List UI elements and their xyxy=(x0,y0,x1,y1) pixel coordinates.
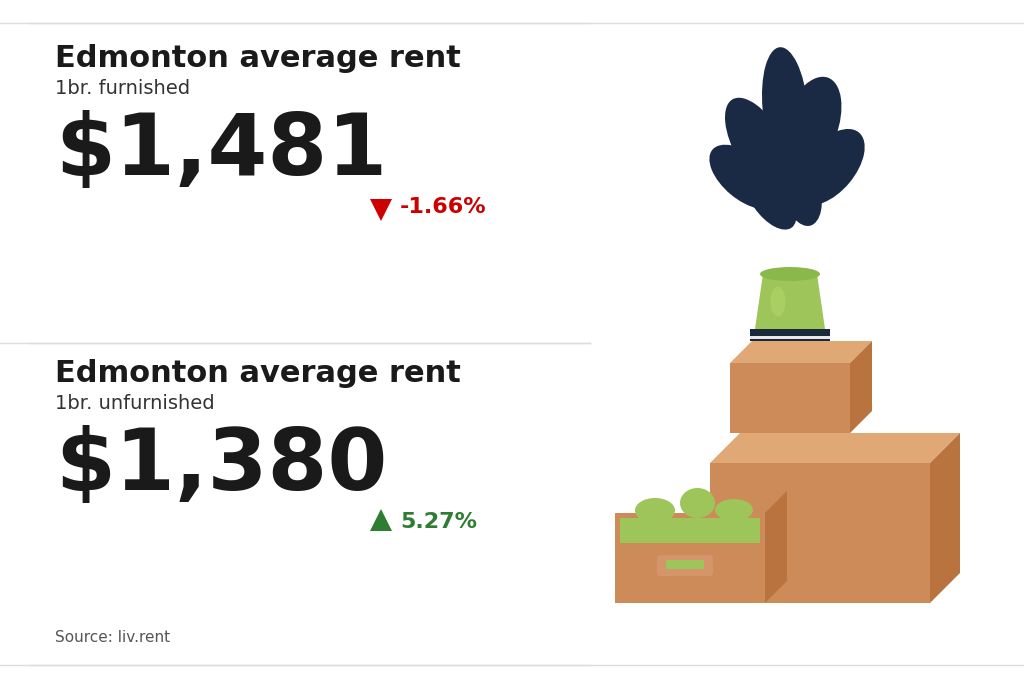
Ellipse shape xyxy=(710,145,780,209)
Ellipse shape xyxy=(770,286,785,316)
Polygon shape xyxy=(370,199,392,221)
FancyBboxPatch shape xyxy=(666,560,705,569)
Ellipse shape xyxy=(796,129,864,205)
Text: Edmonton average rent: Edmonton average rent xyxy=(55,359,461,388)
Text: Source: liv.rent: Source: liv.rent xyxy=(55,630,170,645)
Bar xyxy=(750,329,830,341)
Text: $1,481: $1,481 xyxy=(55,110,387,193)
Ellipse shape xyxy=(743,165,797,229)
Ellipse shape xyxy=(778,148,822,226)
Ellipse shape xyxy=(680,488,715,518)
Text: $1,380: $1,380 xyxy=(55,425,387,508)
Ellipse shape xyxy=(760,267,820,281)
Polygon shape xyxy=(370,509,392,531)
Text: 1br. furnished: 1br. furnished xyxy=(55,79,190,98)
Polygon shape xyxy=(710,463,930,603)
Polygon shape xyxy=(730,341,872,363)
Polygon shape xyxy=(930,433,961,603)
Polygon shape xyxy=(615,513,765,603)
Ellipse shape xyxy=(778,76,842,177)
Bar xyxy=(750,336,830,339)
Ellipse shape xyxy=(715,499,753,521)
Ellipse shape xyxy=(635,498,675,523)
Polygon shape xyxy=(730,363,850,433)
FancyBboxPatch shape xyxy=(657,555,713,576)
Text: Edmonton average rent: Edmonton average rent xyxy=(55,44,461,73)
Polygon shape xyxy=(620,518,760,543)
Polygon shape xyxy=(850,341,872,433)
Polygon shape xyxy=(765,491,787,603)
Polygon shape xyxy=(755,274,825,329)
Text: 5.27%: 5.27% xyxy=(400,512,477,532)
Text: -1.66%: -1.66% xyxy=(400,197,486,217)
Ellipse shape xyxy=(762,47,808,167)
Polygon shape xyxy=(710,433,961,463)
Ellipse shape xyxy=(725,98,795,196)
Text: 1br. unfurnished: 1br. unfurnished xyxy=(55,394,215,413)
